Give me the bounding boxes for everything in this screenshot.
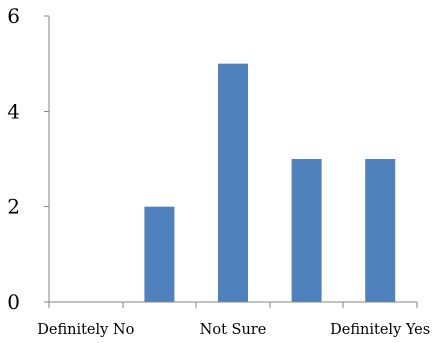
bar (365, 159, 395, 302)
y-tick-label: 4 (7, 99, 20, 123)
y-tick-label: 6 (7, 4, 20, 28)
y-tick-label: 0 (7, 290, 20, 314)
x-category-label: Definitely No (37, 322, 134, 338)
bar (292, 159, 322, 302)
x-category-label: Not Sure (200, 322, 267, 338)
bar (218, 64, 248, 302)
bar (144, 207, 174, 302)
x-axis-category-labels: Definitely No Not Sure Definitely Yes (37, 322, 430, 338)
y-tick-label: 2 (7, 195, 20, 219)
x-axis-tick-marks (49, 302, 417, 308)
bar-series (144, 64, 395, 302)
x-category-label: Definitely Yes (330, 322, 430, 338)
y-axis-tick-labels: 0 2 4 6 (7, 4, 20, 314)
